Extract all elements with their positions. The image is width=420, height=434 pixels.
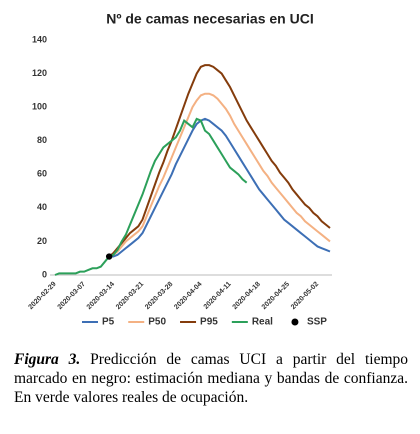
legend-label: Real (252, 317, 273, 328)
chart: Nº de camas necesarias en UCI 0 20 40 60 80 1… (27, 11, 332, 328)
y-tick-label: 140 (32, 34, 47, 44)
y-tick-label: 40 (37, 202, 47, 212)
legend-label: P95 (200, 317, 218, 328)
y-tick-label: 120 (32, 68, 47, 78)
x-tick-label: 2020-04-11 (203, 281, 233, 311)
x-tick-label: 2020-03-21 (115, 281, 145, 311)
y-tick-label: 20 (37, 236, 47, 246)
x-tick-label: 2020-02-29 (27, 281, 57, 311)
y-tick-label: 100 (32, 102, 47, 112)
y-tick-label: 60 (37, 169, 47, 179)
series-point (105, 253, 113, 260)
series-line (108, 92, 331, 258)
chart-title: Nº de camas necesarias en UCI (106, 11, 313, 27)
legend-label: P50 (148, 317, 166, 328)
series-line (109, 117, 331, 258)
caption: Figura 3. Predicción de camas UCI a part… (14, 350, 408, 407)
y-tick-label: 80 (37, 135, 47, 145)
caption-text: Predicción de camas UCI a partir del tie… (14, 351, 409, 406)
series-line (108, 64, 331, 258)
x-tick-label: 2020-04-18 (232, 281, 262, 311)
legend-marker (291, 318, 299, 326)
series-line (54, 117, 248, 276)
x-tick-label: 2020-05-02 (290, 281, 320, 311)
legend-label: SSP (307, 317, 327, 328)
caption-label: Figura 3. (14, 351, 81, 368)
x-tick-label: 2020-03-07 (57, 281, 87, 311)
legend-label: P5 (102, 317, 115, 328)
x-tick-label: 2020-03-28 (144, 281, 174, 311)
x-tick-label: 2020-04-25 (261, 281, 291, 311)
y-tick-label: 0 (42, 269, 47, 279)
x-tick-label: 2020-04-04 (173, 281, 203, 311)
x-tick-label: 2020-03-14 (86, 281, 116, 311)
